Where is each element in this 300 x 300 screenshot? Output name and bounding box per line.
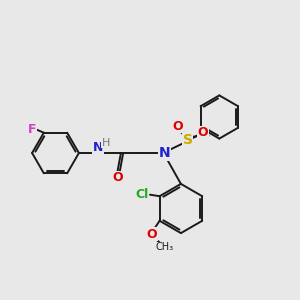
Text: F: F xyxy=(28,123,36,136)
Text: O: O xyxy=(147,227,158,241)
Text: H: H xyxy=(102,137,110,148)
Text: O: O xyxy=(197,126,208,140)
Text: Cl: Cl xyxy=(135,188,148,201)
Text: N: N xyxy=(159,146,170,160)
Text: O: O xyxy=(172,120,183,133)
Text: O: O xyxy=(112,171,123,184)
Text: S: S xyxy=(183,134,193,147)
Text: N: N xyxy=(93,141,103,154)
Text: CH₃: CH₃ xyxy=(156,242,174,253)
